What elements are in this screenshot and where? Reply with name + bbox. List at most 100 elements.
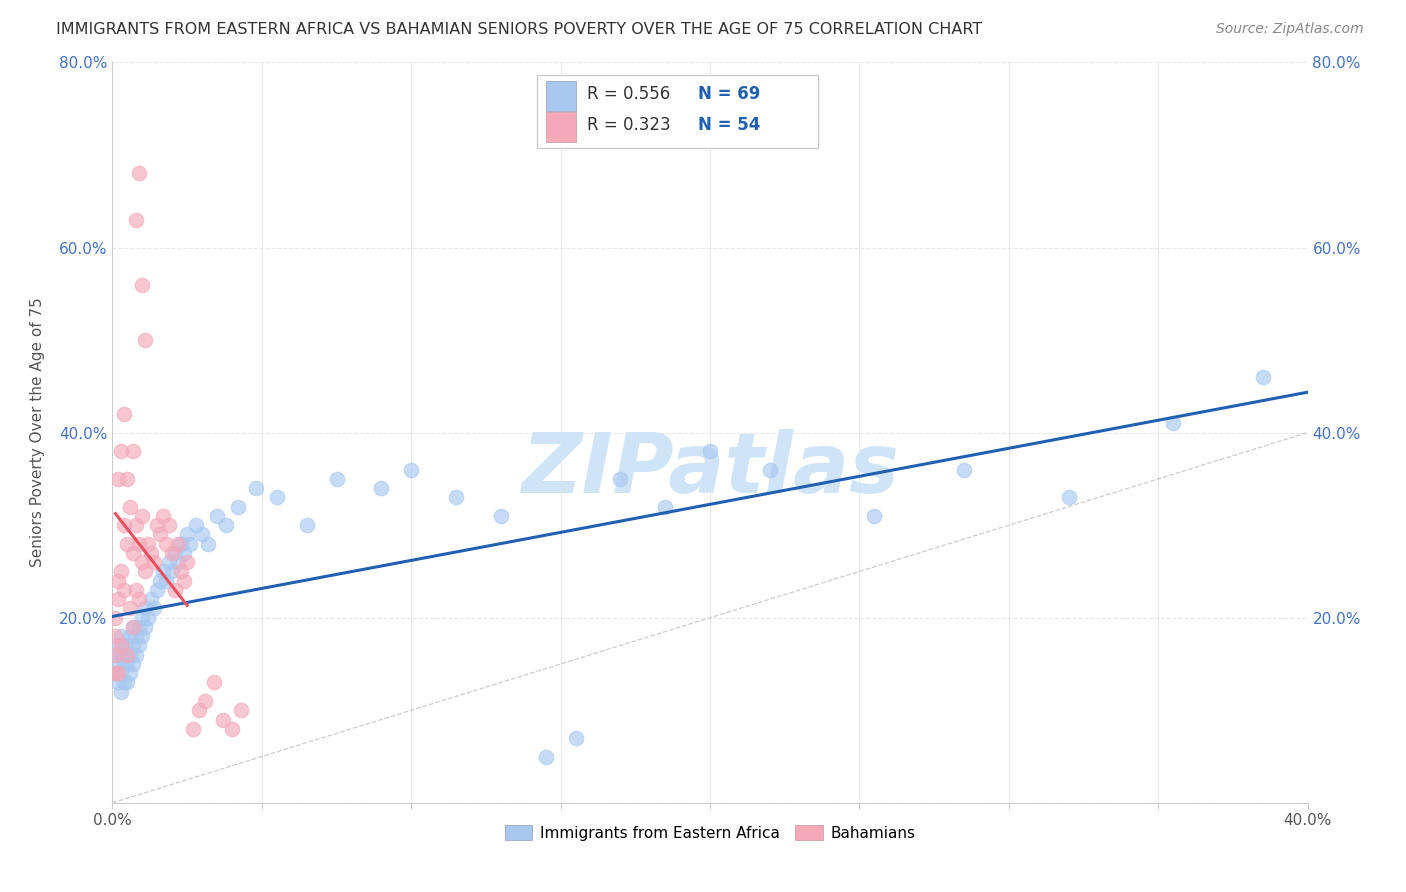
Point [759,462,782,476]
Point [110,685,132,699]
Point [134,620,156,634]
Point [110,629,132,643]
Point [141,592,163,607]
Point [122,620,145,634]
Point [162,546,183,560]
Point [134,565,156,579]
Point [117,675,139,690]
Text: ZIPatlas: ZIPatlas [522,429,898,510]
Point [564,731,586,745]
Point [181,722,204,736]
Point [128,639,150,653]
Point [131,629,153,643]
Point [609,472,631,486]
Point [325,472,347,486]
Point [146,582,169,597]
Point [1251,370,1274,384]
Point [125,518,148,533]
Point [245,481,267,495]
FancyBboxPatch shape [547,112,576,142]
Point [165,582,187,597]
Point [120,666,142,681]
Point [1161,417,1184,431]
Point [157,518,180,533]
Point [197,536,219,550]
Point [117,657,139,671]
Point [104,648,127,662]
FancyBboxPatch shape [537,75,818,147]
Point [125,648,148,662]
Point [114,518,135,533]
Y-axis label: Seniors Poverty Over the Age of 75: Seniors Poverty Over the Age of 75 [31,298,45,567]
Point [110,648,132,662]
Point [107,472,129,486]
Point [170,565,193,579]
Point [114,675,135,690]
Point [143,555,166,569]
Point [534,749,557,764]
Point [122,546,145,560]
Point [146,518,169,533]
Point [107,675,129,690]
Point [205,508,228,523]
Point [117,648,139,662]
Point [699,444,721,458]
Point [104,666,127,681]
Point [167,555,190,569]
Point [107,666,129,681]
Point [104,666,127,681]
Point [167,536,190,550]
Point [107,639,129,653]
Point [128,592,150,607]
Point [131,555,153,569]
Point [104,629,127,643]
Point [401,462,423,476]
Point [191,527,214,541]
Point [654,500,676,514]
Point [120,629,142,643]
Point [953,462,976,476]
Point [489,508,512,523]
Point [370,481,392,495]
Point [131,610,153,624]
Text: R = 0.323: R = 0.323 [586,116,671,135]
Point [229,703,252,717]
Point [125,629,148,643]
Point [114,639,135,653]
Point [212,713,235,727]
Point [202,675,225,690]
Point [138,610,160,624]
Text: Source: ZipAtlas.com: Source: ZipAtlas.com [1216,22,1364,37]
Text: IMMIGRANTS FROM EASTERN AFRICA VS BAHAMIAN SENIORS POVERTY OVER THE AGE OF 75 CO: IMMIGRANTS FROM EASTERN AFRICA VS BAHAMI… [56,22,983,37]
Point [863,508,886,523]
Point [120,601,142,615]
Point [173,574,195,588]
Point [120,500,142,514]
Point [125,582,148,597]
Legend: Immigrants from Eastern Africa, Bahamians: Immigrants from Eastern Africa, Bahamian… [499,819,921,847]
Point [131,508,153,523]
Point [215,518,238,533]
Point [266,491,288,505]
Point [120,648,142,662]
Point [104,648,127,662]
Point [165,546,187,560]
Point [176,555,198,569]
Point [110,666,132,681]
Point [157,555,180,569]
Point [134,601,156,615]
Text: N = 54: N = 54 [699,116,761,135]
Point [110,639,132,653]
Point [162,565,183,579]
Point [141,546,163,560]
Point [173,546,195,560]
Point [128,620,150,634]
Point [134,333,156,347]
Point [114,407,135,421]
Point [128,166,150,180]
Point [117,648,139,662]
Point [128,536,150,550]
Point [143,601,166,615]
Point [226,500,249,514]
Point [117,536,139,550]
